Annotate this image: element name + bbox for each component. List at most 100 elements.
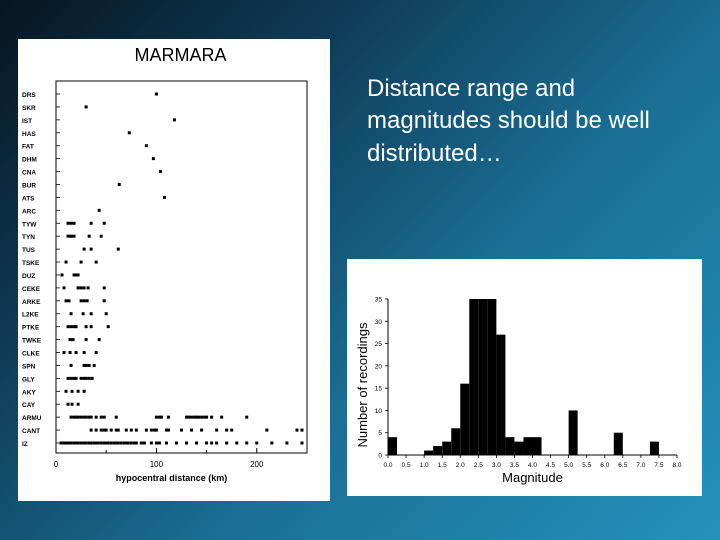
hist-x-axis-label: Magnitude — [502, 470, 563, 485]
data-point — [172, 118, 176, 122]
data-point — [69, 325, 73, 329]
data-point — [127, 131, 131, 135]
data-point — [94, 351, 98, 355]
hist-y-tick-label: 20 — [375, 363, 383, 370]
magnitude-histogram-chart: 0 5 10 15 20 25 30 35 0.0 0.5 1.0 1.5 2.0 2.5 3.0 3.5 4.… — [355, 297, 682, 486]
data-point — [89, 428, 93, 432]
data-point — [90, 376, 94, 380]
data-point — [67, 299, 71, 303]
data-point — [74, 415, 78, 419]
data-point — [142, 441, 146, 445]
data-point — [68, 338, 72, 342]
data-point — [64, 299, 68, 303]
data-point — [104, 441, 108, 445]
station-label: L2KE — [22, 312, 39, 319]
data-point — [69, 312, 73, 316]
data-point — [116, 428, 120, 432]
hist-x-tick-label: 0.0 — [383, 462, 392, 469]
data-point — [210, 415, 214, 419]
histogram-bar — [532, 437, 542, 455]
data-point — [66, 221, 70, 225]
data-point — [66, 325, 70, 329]
histogram-bar — [433, 446, 443, 455]
data-point — [84, 325, 88, 329]
data-point — [112, 441, 116, 445]
data-point — [225, 428, 229, 432]
histogram-bar — [451, 428, 461, 455]
data-point — [210, 441, 214, 445]
data-point — [104, 428, 108, 432]
data-point — [164, 428, 168, 432]
data-point — [82, 376, 86, 380]
data-point — [76, 286, 80, 290]
data-point — [76, 389, 80, 393]
data-point — [89, 325, 93, 329]
data-point — [215, 441, 219, 445]
data-point — [215, 428, 219, 432]
histogram-bar — [523, 437, 533, 455]
hist-x-tick-label: 5.0 — [564, 462, 573, 469]
hist-x-tick-label: 1.5 — [438, 462, 447, 469]
station-distance-chart: MARMARA 0 100 200 hypocentral distance (km) D… — [22, 45, 308, 483]
data-point — [129, 428, 133, 432]
data-point — [197, 415, 201, 419]
data-point — [66, 441, 70, 445]
data-point — [106, 325, 110, 329]
data-point — [265, 428, 269, 432]
data-point — [102, 441, 106, 445]
station-label: PTKE — [22, 325, 40, 332]
data-point — [106, 441, 110, 445]
data-point — [190, 415, 194, 419]
data-point — [157, 415, 161, 419]
data-point — [74, 441, 78, 445]
hist-y-tick-label: 0 — [378, 453, 382, 460]
data-point — [154, 428, 158, 432]
data-point — [245, 441, 249, 445]
data-point — [195, 415, 199, 419]
data-point — [139, 441, 143, 445]
scatter-x-tick-label: 200 — [250, 460, 264, 469]
data-point — [129, 441, 133, 445]
station-label: CEKE — [22, 286, 41, 293]
data-point — [89, 247, 93, 251]
histogram-bar — [649, 441, 659, 455]
station-label: AKY — [22, 389, 36, 396]
data-point — [200, 415, 204, 419]
station-label: GLY — [22, 376, 35, 383]
data-point — [72, 441, 76, 445]
hist-x-tick-label: 4.5 — [546, 462, 555, 469]
data-point — [86, 286, 90, 290]
data-point — [82, 363, 86, 367]
histogram-bar — [487, 299, 497, 455]
data-point — [66, 402, 70, 406]
data-point — [109, 441, 113, 445]
station-label: CLKE — [22, 351, 40, 358]
data-point — [190, 428, 194, 432]
data-point — [124, 441, 128, 445]
data-point — [62, 286, 66, 290]
data-point — [166, 428, 170, 432]
data-point — [185, 415, 189, 419]
data-point — [300, 428, 304, 432]
station-label: DHM — [22, 157, 37, 164]
data-point — [72, 273, 76, 277]
station-distance-panel: MARMARA 0 100 200 hypocentral distance (km) D… — [18, 39, 330, 501]
data-point — [72, 221, 76, 225]
data-point — [84, 415, 88, 419]
histogram-bar — [424, 450, 434, 455]
data-point — [79, 260, 83, 264]
station-label: IST — [22, 118, 32, 125]
data-point — [69, 363, 73, 367]
histogram-bar — [568, 410, 578, 455]
hist-x-tick-label: 4.0 — [528, 462, 537, 469]
data-point — [96, 441, 100, 445]
data-point — [154, 415, 158, 419]
histogram-bar — [613, 432, 623, 455]
data-point — [87, 415, 91, 419]
data-point — [114, 441, 118, 445]
station-label: ARMU — [22, 415, 42, 422]
data-point — [159, 415, 163, 419]
data-point — [205, 441, 209, 445]
data-point — [84, 338, 88, 342]
data-point — [102, 415, 106, 419]
